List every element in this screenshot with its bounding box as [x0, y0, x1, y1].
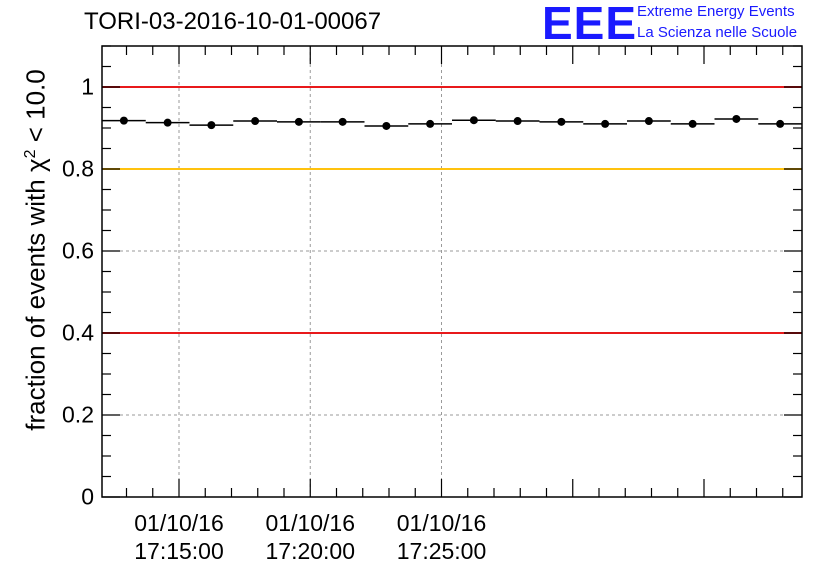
- data-point: [119, 116, 128, 125]
- y-tick-label: 1: [81, 73, 94, 100]
- logo-mark: EEE: [542, 0, 638, 49]
- data-point: [557, 117, 566, 126]
- data-point: [469, 116, 478, 125]
- data-point: [207, 121, 216, 130]
- y-tick-label: 0.2: [62, 401, 94, 428]
- x-tick-time: 17:20:00: [265, 538, 356, 564]
- data-point: [382, 121, 391, 130]
- plot-frame: [101, 45, 803, 498]
- data-point: [732, 114, 741, 123]
- x-tick-date: 01/10/16: [134, 510, 224, 536]
- logo-line-1: Extreme Energy Events: [637, 3, 795, 20]
- data-point: [294, 117, 303, 126]
- y-tick-label: 0.6: [62, 237, 94, 264]
- x-tick-date: 01/10/16: [396, 510, 487, 536]
- data-point: [163, 118, 172, 127]
- data-point: [338, 117, 347, 126]
- x-tick-label: 01/10/16 17:20:00: [265, 509, 355, 565]
- y-tick-label: 0.4: [62, 319, 94, 346]
- data-point: [776, 119, 785, 128]
- eee-logo: EEE Extreme Energy Events La Scienza nel…: [542, 0, 832, 49]
- data-point: [251, 117, 260, 126]
- x-tick-label: 01/10/16 17:25:00: [397, 509, 487, 565]
- data-point: [513, 117, 522, 126]
- y-tick-label: 0.8: [62, 155, 94, 182]
- y-tick-label: 0: [81, 483, 94, 510]
- chart-title: TORI-03-2016-10-01-00067: [84, 8, 382, 35]
- logo-line-2: La Scienza nelle Scuole: [637, 24, 798, 41]
- data-point: [688, 119, 697, 128]
- data-point: [426, 119, 435, 128]
- x-tick-time: 17:25:00: [396, 538, 487, 564]
- x-tick-time: 17:15:00: [134, 538, 224, 564]
- data-point: [601, 119, 610, 128]
- x-tick-date: 01/10/16: [265, 510, 356, 536]
- data-point: [644, 117, 653, 126]
- x-tick-label: 01/10/16 17:15:00: [134, 509, 224, 565]
